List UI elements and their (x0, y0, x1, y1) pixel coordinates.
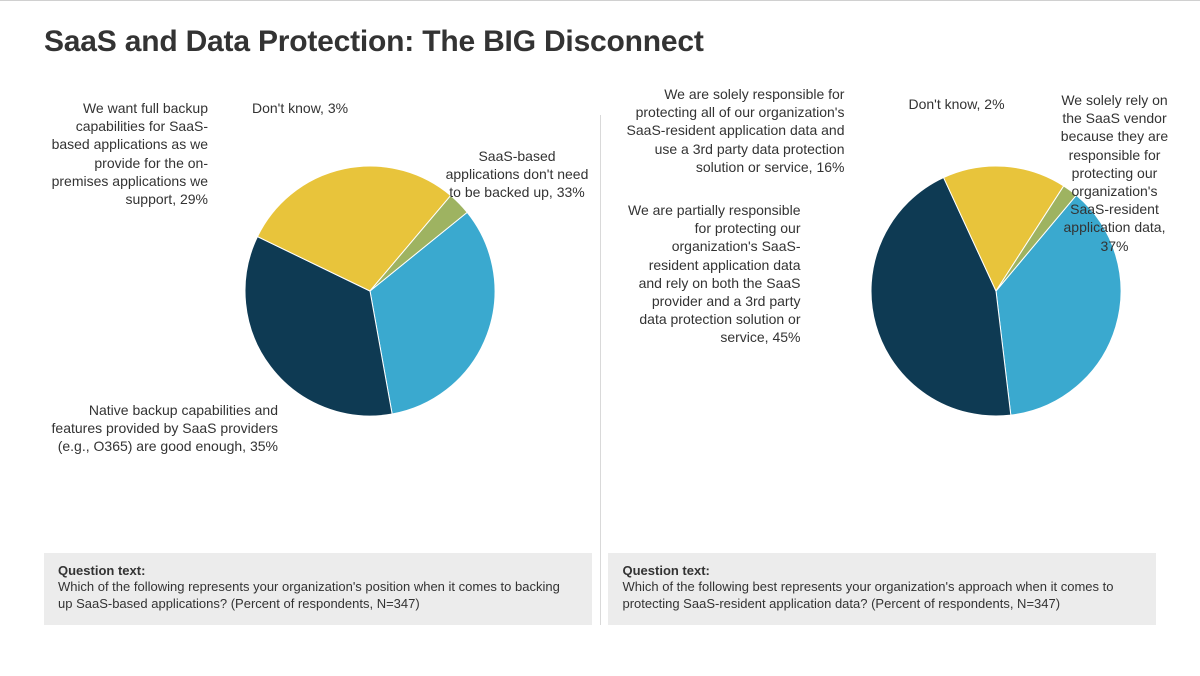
left-panel: SaaS-based applications don't need to be… (44, 85, 592, 625)
left-question-box: Question text: Which of the following re… (44, 553, 592, 625)
right-question-box: Question text: Which of the following be… (608, 553, 1156, 625)
panel-divider (600, 115, 601, 625)
right-callout-d: Don't know, 2% (908, 95, 1048, 113)
left-question-text: Which of the following represents your o… (58, 578, 578, 613)
left-pie-chart (244, 165, 496, 417)
right-chart-area: We solely rely on the SaaS vendor becaus… (608, 85, 1156, 549)
right-panel: We solely rely on the SaaS vendor becaus… (608, 85, 1156, 625)
right-callout-a: We solely rely on the SaaS vendor becaus… (1054, 91, 1174, 255)
right-callout-b: We are partially responsible for protect… (624, 201, 800, 347)
right-question-text: Which of the following best represents y… (622, 578, 1142, 613)
left-callout-d: Don't know, 3% (252, 99, 392, 117)
right-question-label: Question text: (622, 563, 1142, 578)
left-chart-area: SaaS-based applications don't need to be… (44, 85, 592, 549)
left-callout-c: We want full backup capabilities for Saa… (38, 99, 208, 208)
chart-canvas: SaaS and Data Protection: The BIG Discon… (0, 0, 1200, 676)
panels-row: SaaS-based applications don't need to be… (44, 85, 1156, 625)
right-callout-c: We are solely responsible for protecting… (624, 85, 844, 176)
page-title: SaaS and Data Protection: The BIG Discon… (44, 25, 1156, 59)
left-callout-a: SaaS-based applications don't need to be… (442, 147, 592, 202)
left-callout-b: Native backup capabilities and features … (38, 401, 278, 456)
left-question-label: Question text: (58, 563, 578, 578)
